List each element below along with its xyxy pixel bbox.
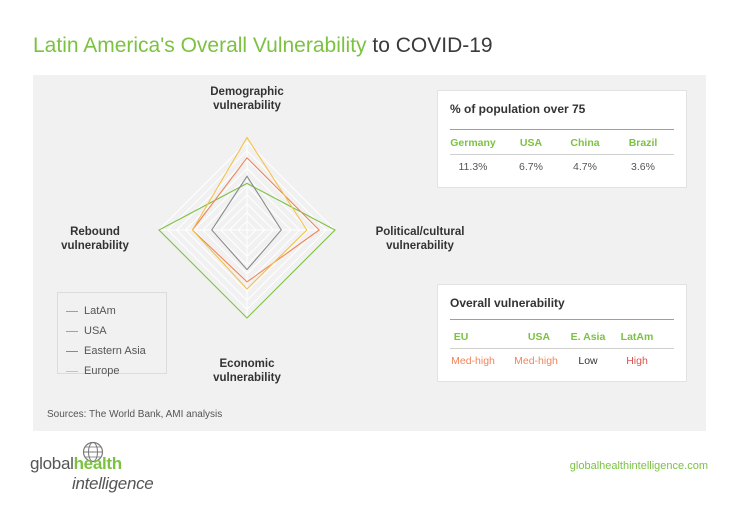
radar-series-usa xyxy=(191,157,321,283)
legend-swatch-latam xyxy=(66,310,78,312)
axis-label-demographic: Demographic vulnerability xyxy=(197,85,297,113)
population-header-china: China xyxy=(570,137,600,149)
legend-label-usa: USA xyxy=(84,325,107,337)
vulnerability-card-rule xyxy=(450,319,674,320)
vulnerability-card-title: Overall vulnerability xyxy=(450,296,565,310)
radar-series-latam xyxy=(158,182,336,319)
axis-label-economic-line2: vulnerability xyxy=(213,372,281,384)
axis-label-demographic-line1: Demographic xyxy=(210,86,284,98)
logo-line2: intelligence xyxy=(72,474,154,493)
legend-swatch-europe xyxy=(66,370,78,372)
vulnerability-header-latam: LatAm xyxy=(620,331,654,343)
logo-word-health: health xyxy=(73,454,123,473)
population-header-usa: USA xyxy=(519,137,543,149)
axis-label-political-line2: vulnerability xyxy=(386,240,454,252)
legend-swatch-eastern-asia xyxy=(66,350,78,352)
population-value-germany: 11.3% xyxy=(458,161,488,173)
population-card-title: % of population over 75 xyxy=(450,102,586,116)
radar-series-eastern-asia xyxy=(211,175,283,271)
population-row-rule xyxy=(450,154,674,155)
vulnerability-card: Overall vulnerability EU USA E. Asia Lat… xyxy=(437,284,687,382)
chart-legend: LatAm USA Eastern Asia Europe xyxy=(57,292,167,377)
vulnerability-value-eu: Med-high xyxy=(451,355,495,367)
title-rest: to COVID-19 xyxy=(366,34,493,57)
sources-note: Sources: The World Bank, AMI analysis xyxy=(47,409,223,420)
title-highlight: Latin America's Overall Vulnerability xyxy=(33,34,367,57)
radar-chart xyxy=(158,136,336,319)
population-value-usa: 6.7% xyxy=(519,161,543,173)
logo-line1: globalhealth xyxy=(30,454,122,474)
population-card-rule xyxy=(450,129,674,130)
population-card: % of population over 75 Germany USA Chin… xyxy=(437,90,687,188)
axis-label-economic-line1: Economic xyxy=(219,358,275,370)
radar-series-europe xyxy=(191,136,308,290)
vulnerability-value-latam: High xyxy=(626,355,648,367)
vulnerability-value-east-asia: Low xyxy=(578,355,598,367)
population-header-germany: Germany xyxy=(450,137,496,149)
population-header-brazil: Brazil xyxy=(628,137,658,149)
legend-label-eastern-asia: Eastern Asia xyxy=(84,345,146,357)
legend-swatch-usa xyxy=(66,330,78,332)
legend-item-latam: LatAm xyxy=(66,301,166,321)
logo-word-global: global xyxy=(30,454,74,473)
population-value-brazil: 3.6% xyxy=(631,161,655,173)
legend-item-eastern-asia: Eastern Asia xyxy=(66,341,166,361)
axis-label-demographic-line2: vulnerability xyxy=(213,100,281,112)
globe-icon xyxy=(82,441,104,463)
legend-item-usa: USA xyxy=(66,321,166,341)
vulnerability-header-east-asia: E. Asia xyxy=(570,331,606,343)
axis-label-rebound-line2: vulnerability xyxy=(61,240,129,252)
brand-logo: globalhealth intelligence xyxy=(30,441,170,495)
vulnerability-row-rule xyxy=(450,348,674,349)
axis-label-political: Political/cultural vulnerability xyxy=(360,225,480,253)
population-value-china: 4.7% xyxy=(573,161,597,173)
page-title: Latin America's Overall Vulnerability to… xyxy=(33,34,493,58)
axis-label-rebound: Rebound vulnerability xyxy=(45,225,145,253)
legend-label-latam: LatAm xyxy=(84,305,116,317)
legend-item-europe: Europe xyxy=(66,361,166,381)
axis-label-economic: Economic vulnerability xyxy=(197,357,297,385)
chart-panel: Demographic vulnerability Political/cult… xyxy=(33,75,706,431)
vulnerability-value-usa: Med-high xyxy=(514,355,558,367)
legend-label-europe: Europe xyxy=(84,365,120,377)
axis-label-political-line1: Political/cultural xyxy=(375,226,465,238)
vulnerability-header-eu: EU xyxy=(453,331,469,343)
axis-label-rebound-line1: Rebound xyxy=(70,226,120,238)
vulnerability-header-usa: USA xyxy=(527,331,551,343)
site-url[interactable]: globalhealthintelligence.com xyxy=(569,460,708,472)
